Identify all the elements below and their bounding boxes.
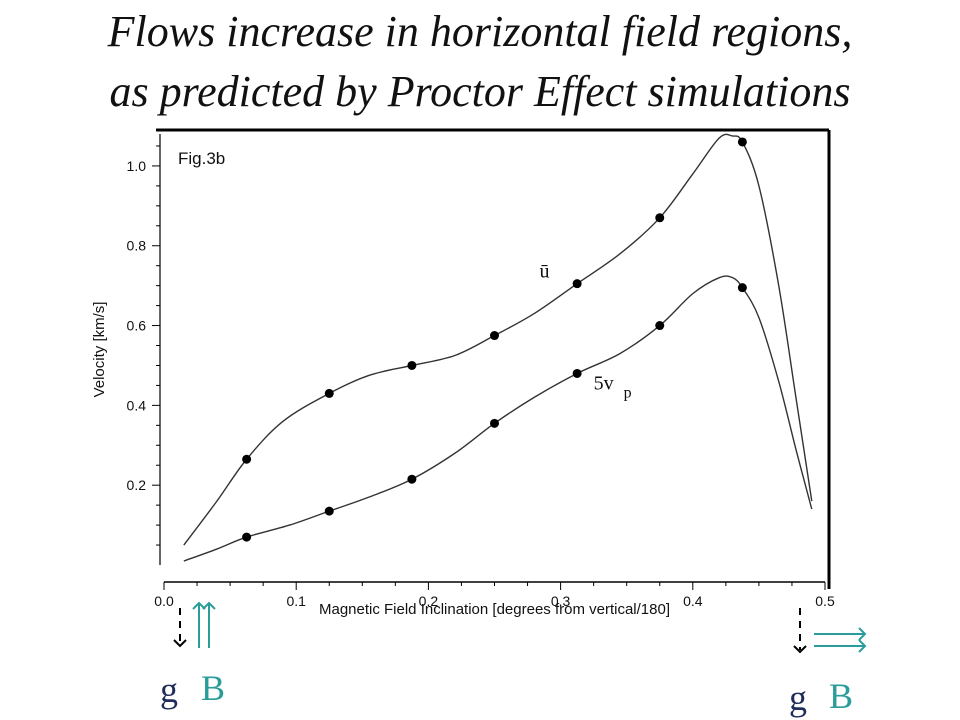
- left-field-label: B: [201, 668, 226, 708]
- plot-background: [156, 130, 829, 589]
- labels-layer: Fig.3b ū 5v p: [178, 149, 632, 401]
- data-point-series-1: [737, 283, 747, 293]
- x-tick-label: 0.2: [419, 593, 439, 609]
- x-tick-label: 0.4: [683, 593, 703, 609]
- data-point-series-1: [490, 418, 499, 428]
- left-gravity-label: g: [160, 670, 178, 710]
- data-point-series-1: [655, 321, 665, 331]
- data-point-series-0: [242, 454, 252, 464]
- y-tick-label: 0.4: [127, 397, 147, 413]
- data-point-series-0: [737, 137, 747, 147]
- data-point-series-0: [655, 213, 665, 223]
- series-label-vp-subscript: p: [624, 384, 632, 401]
- right-gravity-arrowhead: [793, 645, 807, 654]
- data-point-series-1: [407, 474, 417, 484]
- fit-curve-series-0: [183, 133, 813, 546]
- slide-title-line-2: as predicted by Proctor Effect simulatio…: [109, 67, 851, 116]
- x-tick-label: 0.3: [551, 593, 571, 609]
- left-field-arrowhead-1: [192, 601, 206, 610]
- y-tick-label: 0.2: [127, 477, 147, 493]
- y-tick-label: 1.0: [127, 158, 147, 174]
- left-field-arrowhead-2: [202, 601, 216, 610]
- x-tick-label: 0.5: [815, 593, 835, 609]
- series-label-vp: 5v: [594, 372, 614, 394]
- field-diagrams-layer: [173, 601, 867, 654]
- data-point-series-1: [242, 532, 252, 542]
- left-gravity-arrowhead: [173, 639, 187, 648]
- right-gravity-label: g: [789, 678, 807, 718]
- right-field-arrowhead-1: [858, 627, 867, 641]
- axes-layer: 0.0 0.1 0.2 0.3 0.4 0.5 0.2 0.4 0.6 0.8 1.0 Magneti…: [91, 128, 835, 618]
- data-point-series-0: [407, 360, 417, 370]
- data-markers-layer: [242, 137, 747, 542]
- x-axis-label: Magnetic Field Inclination [degrees from…: [319, 601, 670, 618]
- right-field-label: B: [829, 676, 854, 716]
- y-tick-label: 0.6: [127, 318, 147, 334]
- series-label-u: ū: [539, 261, 549, 283]
- right-field-arrowhead-2: [858, 639, 867, 653]
- y-axis-label: Velocity [km/s]: [91, 302, 108, 398]
- data-point-series-0: [490, 331, 499, 341]
- slide-title-line-1: Flows increase in horizontal field regio…: [107, 7, 853, 56]
- figure-annotation: Fig.3b: [178, 149, 225, 168]
- data-point-series-0: [572, 279, 582, 289]
- data-point-series-1: [572, 368, 582, 378]
- data-point-series-0: [324, 388, 334, 398]
- x-tick-label: 0.1: [286, 593, 306, 609]
- x-tick-label: 0.0: [154, 593, 174, 609]
- data-point-series-1: [324, 506, 334, 516]
- y-tick-label: 0.8: [127, 238, 147, 254]
